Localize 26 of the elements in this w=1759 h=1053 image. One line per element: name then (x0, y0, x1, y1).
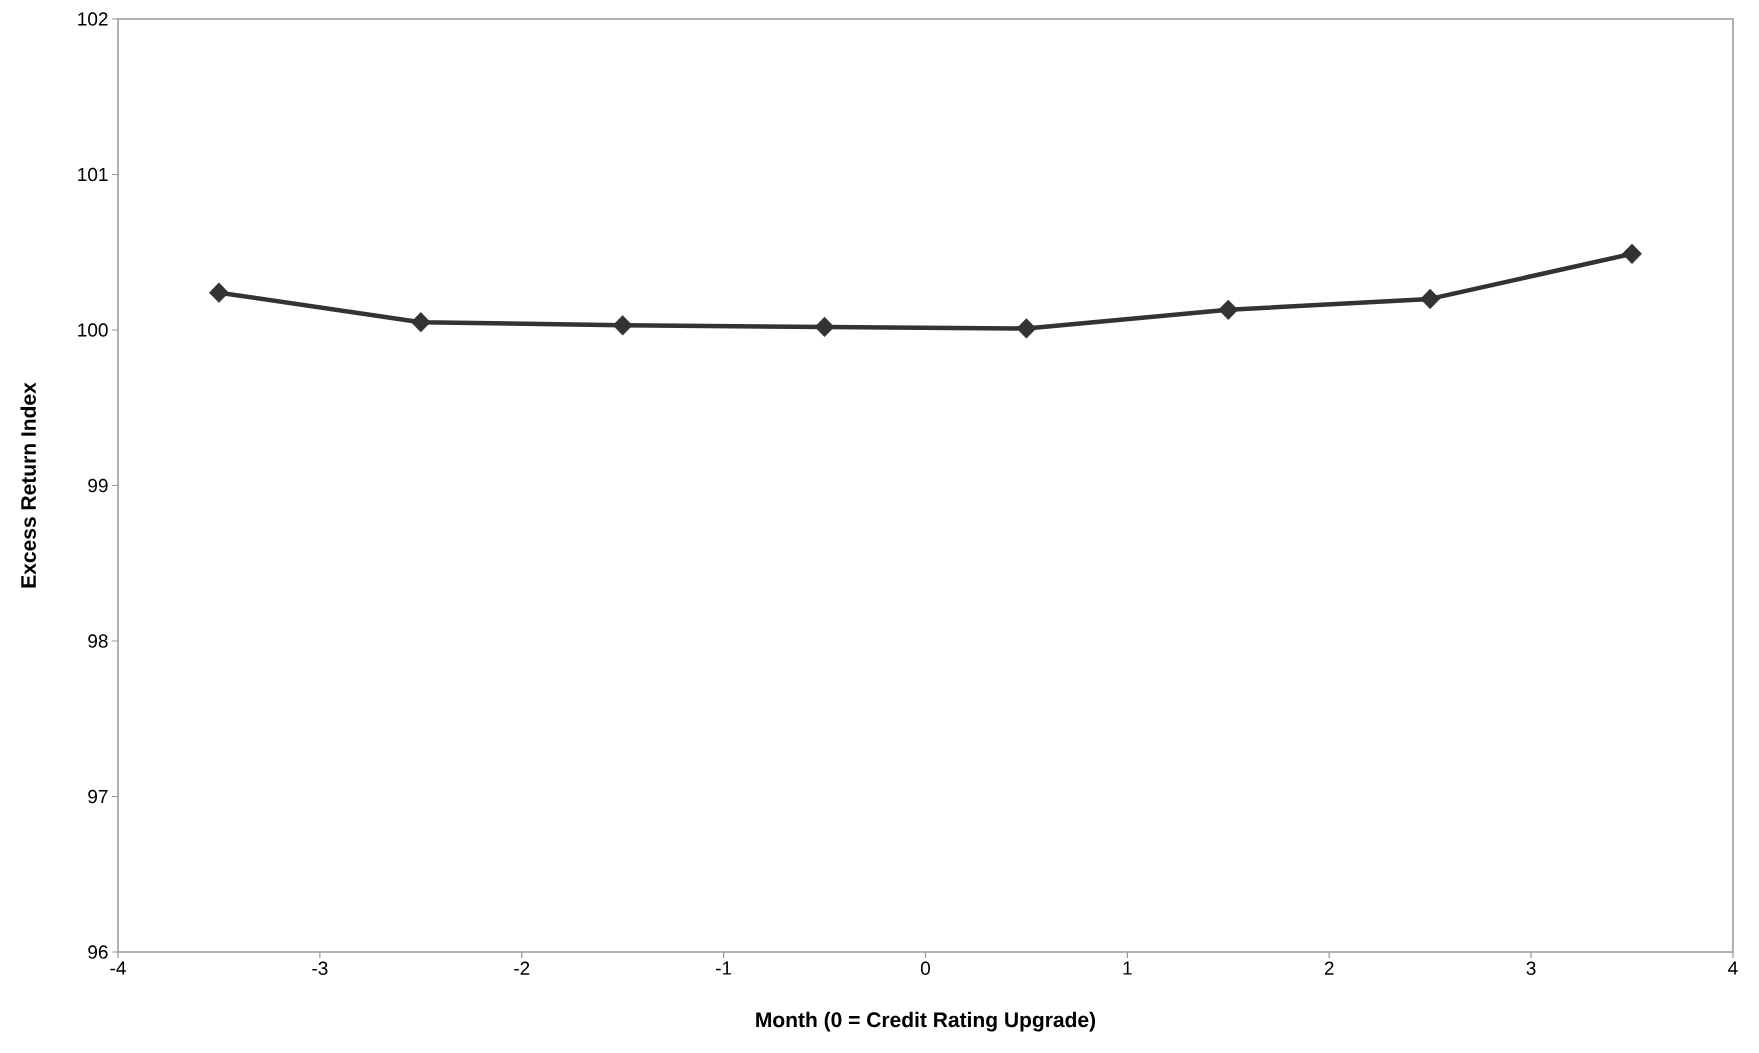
x-tick-label: -1 (716, 961, 732, 975)
point (1218, 299, 1239, 320)
x-tick-label: 2 (1324, 961, 1334, 975)
x-tick-label: -4 (110, 961, 126, 975)
x-tick-label: 4 (1728, 961, 1738, 975)
y-tick-label: 100 (78, 323, 108, 337)
y-tick-label: 96 (88, 945, 108, 959)
point (1420, 288, 1441, 310)
point (1622, 243, 1642, 264)
point (612, 315, 633, 336)
y-tick-label: 97 (88, 789, 108, 804)
x-axis-title: Month (0 = Credit Rating Upgrade) (756, 1011, 1096, 1032)
point (410, 312, 431, 333)
y-axis-title: Excess Return Index (20, 382, 36, 588)
x-tick-label: 0 (920, 961, 931, 975)
point (1016, 318, 1037, 339)
point (209, 282, 229, 303)
x-tick-label: -2 (514, 961, 530, 975)
point (814, 316, 835, 338)
x-tick-label: -3 (312, 961, 328, 975)
x-tick-label: 3 (1526, 961, 1536, 975)
y-tick-label: 101 (78, 167, 108, 182)
y-tick-label: 99 (88, 478, 108, 493)
y-tick-label: 98 (88, 634, 108, 648)
y-tick-label: 102 (78, 12, 108, 26)
x-tick-label: 1 (1123, 961, 1132, 975)
